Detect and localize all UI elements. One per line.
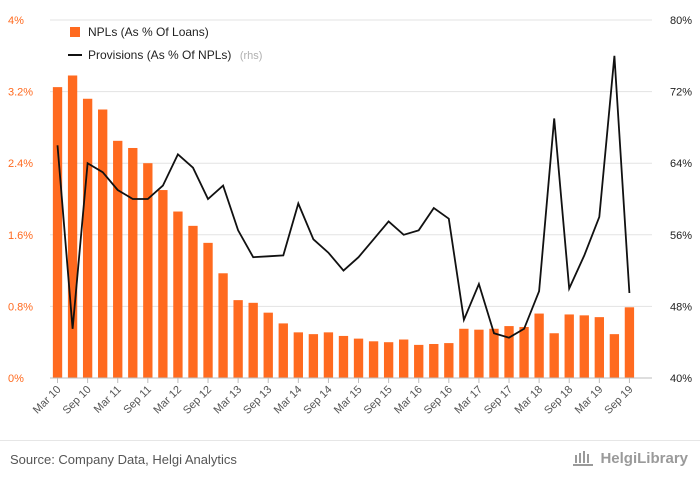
brand-name: HelgiLibrary xyxy=(600,449,688,467)
npl-bar xyxy=(353,338,364,378)
x-tick-label: Sep 13 xyxy=(241,384,274,417)
npl-bar xyxy=(278,323,288,378)
npl-bar xyxy=(459,328,469,378)
npl-bar xyxy=(624,307,635,378)
npl-bar xyxy=(549,333,559,378)
x-tick-label: Mar 19 xyxy=(573,384,606,417)
y-left-tick-label: 3.2% xyxy=(8,87,33,99)
npl-bar xyxy=(67,75,78,379)
npl-bar xyxy=(233,300,243,378)
npl-bar xyxy=(173,211,183,378)
npl-bar xyxy=(113,140,123,378)
npl-bar xyxy=(82,98,93,378)
npl-bar xyxy=(248,302,258,378)
y-left-tick-label: 0% xyxy=(8,373,24,385)
x-tick-label: Mar 18 xyxy=(513,384,546,417)
x-tick-label: Sep 11 xyxy=(121,384,154,417)
npl-bar xyxy=(263,312,273,378)
x-tick-label: Mar 14 xyxy=(272,384,305,417)
x-tick-label: Mar 11 xyxy=(92,384,124,416)
x-tick-label: Sep 18 xyxy=(542,384,575,417)
npl-bar xyxy=(368,341,379,378)
legend-line-note: (rhs) xyxy=(240,50,263,62)
x-tick-label: Mar 12 xyxy=(151,384,184,417)
npl-bar xyxy=(158,190,168,378)
npl-bar xyxy=(444,343,454,378)
npl-bar xyxy=(323,332,334,378)
npl-bar xyxy=(414,344,424,378)
y-left-tick-label: 1.6% xyxy=(8,230,33,242)
x-tick-label: Mar 13 xyxy=(212,384,245,417)
brand-logo[interactable]: HelgiLibrary xyxy=(572,449,688,467)
npl-bar xyxy=(399,339,409,378)
npl-bar xyxy=(52,87,63,378)
npl-bar xyxy=(293,332,303,378)
x-tick-label: Sep 17 xyxy=(482,384,515,417)
npl-bar xyxy=(474,329,484,378)
npl-bar xyxy=(98,109,108,378)
library-icon xyxy=(573,451,594,466)
npl-bar xyxy=(218,273,228,378)
x-tick-label: Sep 19 xyxy=(602,384,635,417)
npl-bar xyxy=(143,163,153,378)
npl-bar xyxy=(579,315,589,378)
npl-bar xyxy=(128,147,138,378)
x-tick-label: Sep 10 xyxy=(61,384,94,417)
x-tick-label: Sep 14 xyxy=(301,384,334,417)
legend-line-text: Provisions (As % Of NPLs) (rhs) xyxy=(88,46,262,63)
npl-bar xyxy=(519,326,529,378)
npl-bar xyxy=(504,326,514,378)
npl-bar xyxy=(338,335,349,378)
provisions-line xyxy=(56,55,631,339)
x-tick-label: Mar 10 xyxy=(31,384,64,417)
legend-bar-label: NPLs (As % Of Loans) xyxy=(88,25,209,39)
y-right-tick-label: 48% xyxy=(670,301,692,313)
x-tick-label: Mar 15 xyxy=(332,384,365,417)
y-right-tick-label: 80% xyxy=(670,15,692,27)
y-right-tick-label: 64% xyxy=(670,158,692,170)
npl-bar xyxy=(308,334,319,378)
chart-canvas: 0% 40% 0.8% 48% 1.6% 56% 2.4% 64% 3.2% 72% 4% 80% Ma… xyxy=(8,15,692,417)
npl-bar xyxy=(594,317,604,378)
npl-bars xyxy=(52,75,635,379)
npl-bar xyxy=(383,342,394,378)
x-tick-label: Mar 16 xyxy=(392,384,425,417)
provisions-line-group xyxy=(56,55,631,339)
npl-bar xyxy=(188,225,198,378)
legend-line-label: Provisions (As % Of NPLs) xyxy=(88,48,231,62)
x-tick-label: Sep 15 xyxy=(362,384,395,417)
npl-bar xyxy=(489,328,499,378)
y-left-tick-label: 0.8% xyxy=(8,301,33,313)
y-right-tick-label: 56% xyxy=(670,230,692,242)
x-tick-label: Mar 17 xyxy=(452,384,485,417)
npl-bar xyxy=(203,242,213,378)
legend: NPLs (As % Of Loans) Provisions (As % Of… xyxy=(68,25,262,63)
y-left-tick-label: 2.4% xyxy=(8,158,33,170)
x-tick-label: Sep 12 xyxy=(181,384,214,417)
footer: Source: Company Data, Helgi Analytics He… xyxy=(0,440,700,484)
axes: 0% 40% 0.8% 48% 1.6% 56% 2.4% 64% 3.2% 72% 4% 80% Ma… xyxy=(8,15,692,417)
y-right-tick-label: 72% xyxy=(670,87,692,99)
source-note: Source: Company Data, Helgi Analytics xyxy=(10,452,237,467)
npl-bar xyxy=(534,313,544,378)
x-tick-label: Sep 16 xyxy=(422,384,455,417)
npl-bar xyxy=(429,343,439,378)
legend-bar-swatch xyxy=(70,27,80,37)
y-right-tick-label: 40% xyxy=(670,373,692,385)
y-left-tick-label: 4% xyxy=(8,15,24,27)
npl-bar xyxy=(564,314,574,378)
npl-bar xyxy=(609,334,620,378)
